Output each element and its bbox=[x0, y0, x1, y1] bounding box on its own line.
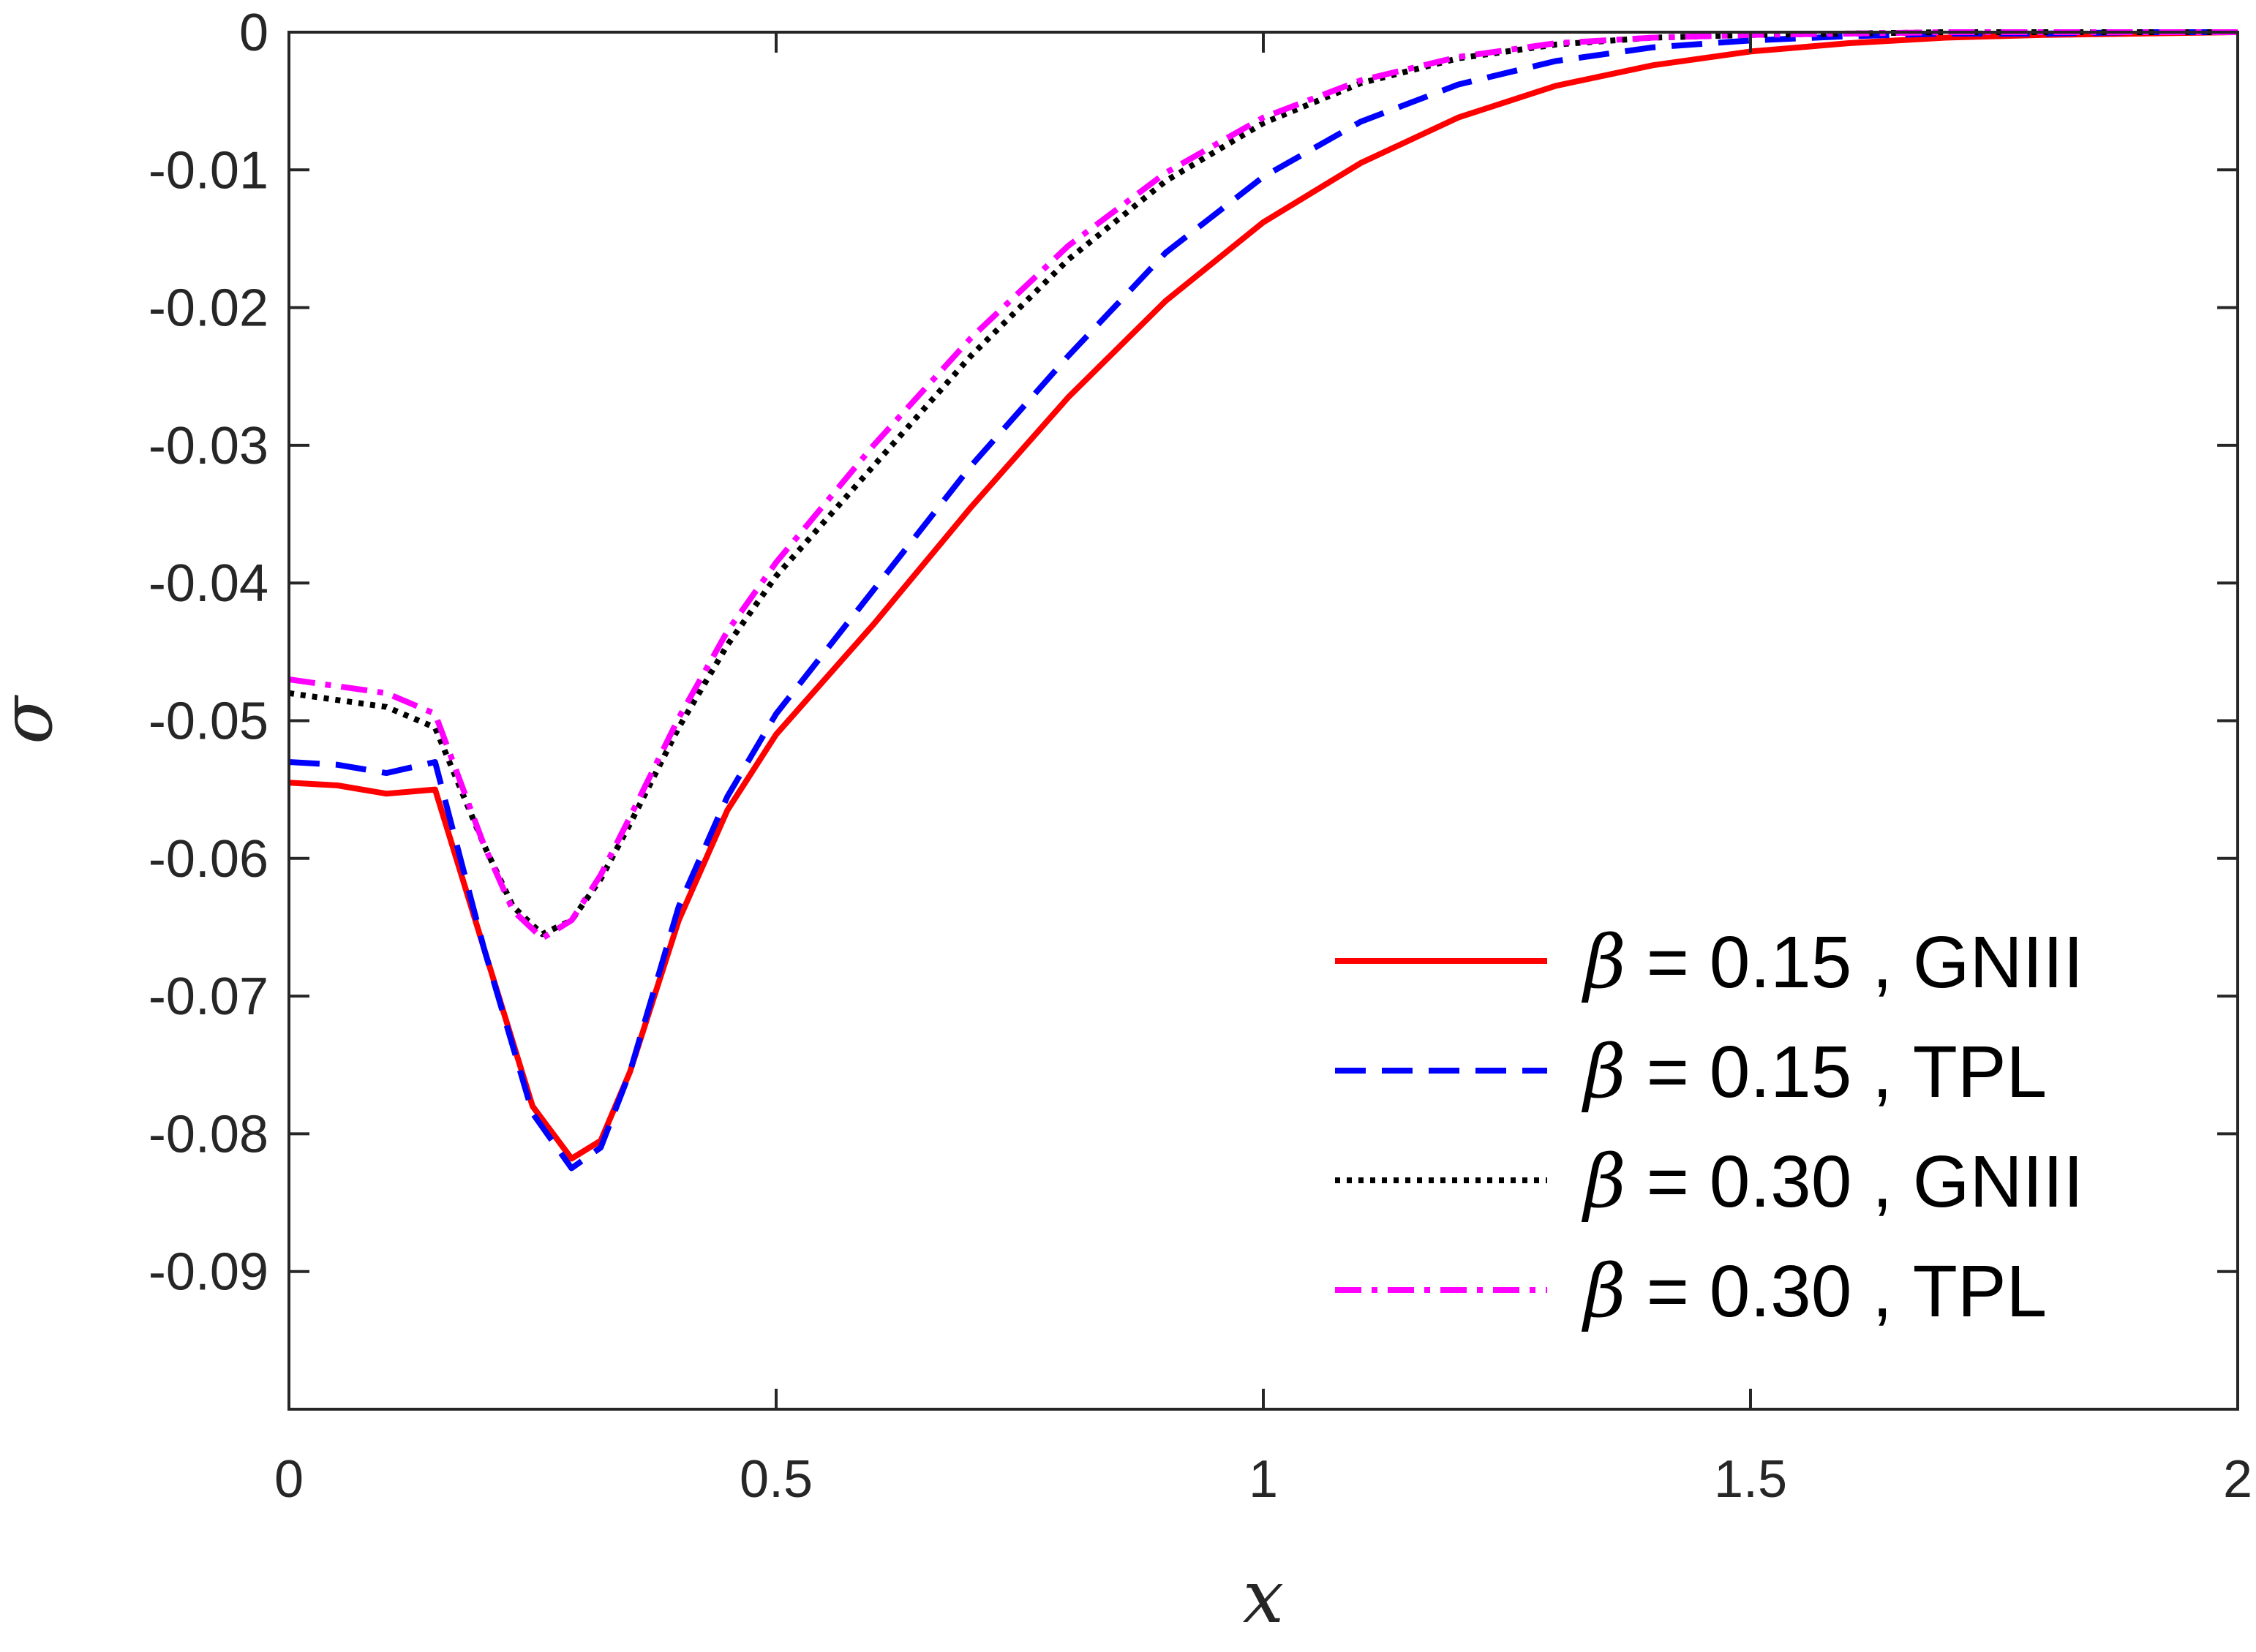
series-line-2 bbox=[288, 29, 2238, 1172]
y-tick-label: -0.05 bbox=[148, 693, 268, 751]
x-tick-label: 1 bbox=[1249, 1450, 1278, 1509]
legend-beta-symbol: β bbox=[1581, 1139, 1626, 1224]
legend-label-text: = 0.15 , TPL bbox=[1626, 1031, 2047, 1113]
y-axis-label: σ bbox=[0, 695, 68, 744]
legend-label-3: β = 0.30 , GNIII bbox=[1581, 1139, 2083, 1224]
legend-label-4: β = 0.30 , TPL bbox=[1581, 1248, 2047, 1334]
y-tick-label: -0.06 bbox=[148, 830, 268, 889]
x-tick-label: 1.5 bbox=[1714, 1450, 1787, 1509]
x-tick-label: 0 bbox=[274, 1450, 304, 1509]
series-layer bbox=[288, 29, 2238, 1172]
legend-beta-symbol: β bbox=[1581, 1029, 1626, 1114]
x-tick-label: 0.5 bbox=[740, 1450, 813, 1509]
x-tick-label: 2 bbox=[2223, 1450, 2252, 1509]
legend-beta-symbol: β bbox=[1581, 919, 1626, 1005]
y-tick-label: -0.03 bbox=[148, 417, 268, 475]
legend-label-text: = 0.30 , GNIII bbox=[1626, 1141, 2083, 1223]
y-tick-label: -0.08 bbox=[148, 1105, 268, 1163]
legend-beta-symbol: β bbox=[1581, 1248, 1626, 1334]
y-tick-label: -0.09 bbox=[148, 1243, 268, 1302]
y-tick-label: -0.02 bbox=[148, 279, 268, 338]
y-tick-label: -0.04 bbox=[148, 554, 268, 613]
legend-label-2: β = 0.15 , TPL bbox=[1581, 1029, 2047, 1114]
y-tick-label: 0 bbox=[239, 4, 268, 62]
ticks-layer: 0 0.5 1 1.5 2 0 -0.01 -0.02 -0.03 -0.04 -0.05 -0.06… bbox=[148, 4, 2252, 1509]
y-tick-label: -0.01 bbox=[148, 141, 268, 200]
legend-label-text: = 0.15 , GNIII bbox=[1626, 921, 2083, 1003]
y-tick-label: -0.07 bbox=[148, 968, 268, 1026]
series-line-4 bbox=[288, 29, 2238, 941]
legend-label-text: = 0.30 , TPL bbox=[1626, 1251, 2047, 1332]
x-axis-label: x bbox=[1243, 1554, 1284, 1640]
legend-label-1: β = 0.15 , GNIII bbox=[1581, 919, 2083, 1005]
